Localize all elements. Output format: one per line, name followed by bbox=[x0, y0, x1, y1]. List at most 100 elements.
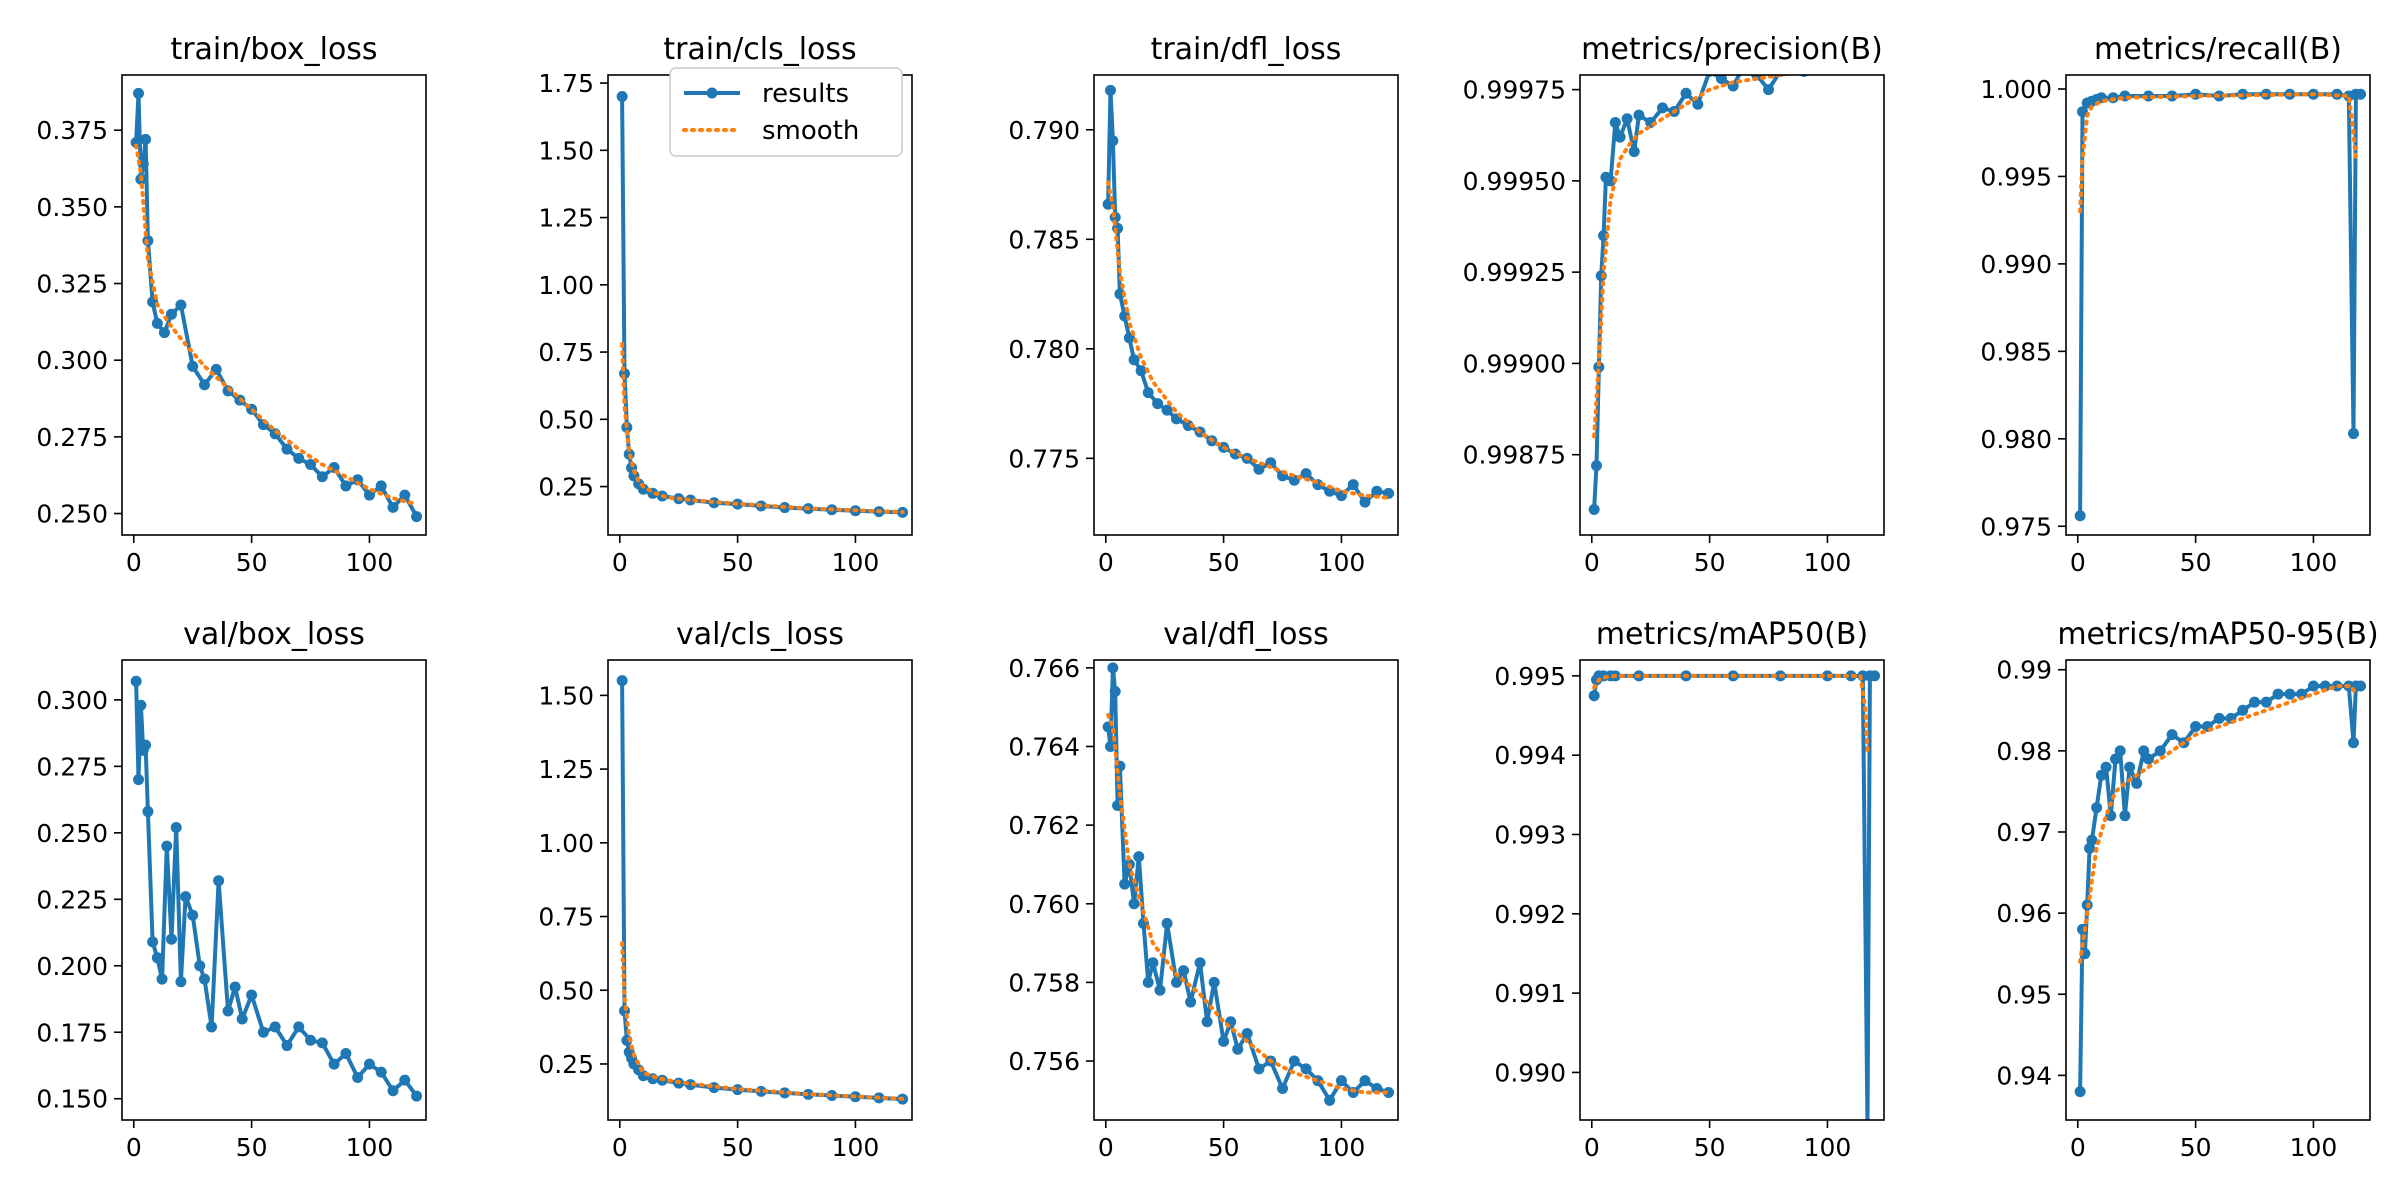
results-point bbox=[2284, 688, 2296, 700]
results-point bbox=[140, 133, 152, 145]
smooth-series-line bbox=[2078, 92, 2358, 214]
results-point bbox=[2237, 704, 2249, 716]
chart-title: metrics/mAP50(B) bbox=[1596, 617, 1868, 652]
y-tick-label: 0.790 bbox=[1008, 116, 1080, 145]
results-point bbox=[340, 480, 352, 492]
y-tick-label: 0.94 bbox=[1996, 1061, 2052, 1090]
x-tick-label: 50 bbox=[1694, 1133, 1726, 1162]
results-point bbox=[1621, 113, 1633, 125]
results-point bbox=[363, 1058, 375, 1070]
smooth-series-line bbox=[2078, 684, 2358, 964]
x-tick-label: 100 bbox=[1804, 1133, 1852, 1162]
chart-title: val/box_loss bbox=[183, 617, 365, 652]
results-point bbox=[1371, 485, 1383, 497]
results-point bbox=[1763, 84, 1775, 96]
results-point bbox=[1588, 690, 1600, 702]
y-tick-label: 0.756 bbox=[1008, 1047, 1080, 1076]
results-point bbox=[1288, 1055, 1300, 1067]
y-tick-label: 0.275 bbox=[36, 423, 108, 452]
results-point bbox=[1107, 135, 1119, 147]
y-tick-label: 1.25 bbox=[538, 755, 594, 784]
results-point bbox=[2131, 777, 2143, 789]
plot-area bbox=[1102, 662, 1395, 1106]
smooth-series-line bbox=[1592, 673, 1870, 754]
results-point bbox=[2190, 721, 2202, 733]
results-point bbox=[140, 739, 152, 751]
x-tick-label: 100 bbox=[2290, 1133, 2338, 1162]
smooth-series-line bbox=[620, 941, 905, 1101]
plot-area bbox=[1588, 670, 1881, 1133]
y-tick-label: 0.760 bbox=[1008, 890, 1080, 919]
results-point bbox=[1161, 404, 1173, 416]
x-tick-label: 0 bbox=[2070, 1133, 2086, 1162]
results-point bbox=[2142, 753, 2154, 765]
y-tick-label: 0.75 bbox=[538, 903, 594, 932]
results-point bbox=[1609, 116, 1621, 128]
axes-frame bbox=[2065, 659, 2371, 1121]
results-point bbox=[1114, 288, 1126, 300]
results-point bbox=[135, 699, 147, 711]
y-tick-label: 0.99875 bbox=[1463, 441, 1566, 470]
x-tick-label: 0 bbox=[1098, 1133, 1114, 1162]
x-tick-label: 50 bbox=[722, 548, 754, 577]
chart-panel: train/dfl_loss 0 50 100 0.775 0.780 0.785 0.790 bbox=[1008, 32, 1399, 577]
results-point bbox=[2109, 753, 2121, 765]
results-point bbox=[2074, 510, 2086, 522]
results-point bbox=[411, 511, 423, 523]
results-point bbox=[411, 1090, 423, 1102]
results-point bbox=[2138, 745, 2150, 757]
results-point bbox=[170, 822, 182, 834]
legend: results smooth bbox=[669, 67, 903, 157]
results-point bbox=[257, 1026, 269, 1038]
results-point bbox=[399, 1074, 411, 1086]
legend-smooth-label: smooth bbox=[762, 116, 859, 146]
plot-area bbox=[616, 91, 909, 518]
smooth-series-line bbox=[1106, 713, 1391, 1095]
legend-results-label: results bbox=[762, 79, 849, 109]
results-point bbox=[132, 774, 144, 786]
results-point bbox=[165, 308, 177, 320]
results-point bbox=[1133, 851, 1145, 863]
results-point bbox=[305, 1034, 317, 1046]
x-tick-label: 0 bbox=[126, 1133, 142, 1162]
results-point bbox=[1277, 1083, 1289, 1095]
results-point bbox=[387, 1085, 399, 1097]
results-point bbox=[2296, 688, 2308, 700]
results-point bbox=[246, 989, 258, 1001]
results-point bbox=[1862, 1122, 1873, 1133]
results-point bbox=[1614, 131, 1626, 143]
chart-title: metrics/recall(B) bbox=[2094, 32, 2342, 67]
results-point bbox=[2124, 761, 2136, 773]
results-point bbox=[187, 360, 199, 372]
y-tick-label: 0.350 bbox=[36, 193, 108, 222]
results-point bbox=[1201, 1016, 1213, 1028]
chart-panel: val/dfl_loss 0 50 100 0.756 0.758 0.760 0.762 0.… bbox=[1008, 617, 1399, 1162]
results-point bbox=[175, 976, 187, 988]
y-tick-label: 0.250 bbox=[36, 500, 108, 529]
results-point bbox=[1253, 463, 1265, 475]
results-point bbox=[165, 933, 177, 945]
results-point bbox=[2355, 680, 2367, 692]
results-point bbox=[198, 973, 210, 985]
y-tick-label: 0.992 bbox=[1494, 900, 1566, 929]
results-point bbox=[1335, 1075, 1347, 1087]
results-point bbox=[1104, 84, 1116, 96]
y-tick-label: 0.275 bbox=[36, 752, 108, 781]
y-tick-label: 0.995 bbox=[1494, 662, 1566, 691]
results-point bbox=[180, 891, 192, 903]
x-tick-label: 100 bbox=[1318, 548, 1366, 577]
results-point bbox=[2213, 712, 2225, 724]
results-point bbox=[375, 480, 387, 492]
y-tick-label: 0.99975 bbox=[1463, 76, 1566, 105]
results-point bbox=[1128, 898, 1140, 910]
y-tick-label: 0.25 bbox=[538, 473, 594, 502]
results-point bbox=[1300, 468, 1312, 480]
y-tick-label: 1.50 bbox=[538, 136, 594, 165]
results-point bbox=[198, 379, 210, 391]
results-point bbox=[1154, 984, 1166, 996]
y-tick-label: 0.300 bbox=[36, 686, 108, 715]
plot-area bbox=[130, 675, 423, 1102]
chart-title: val/dfl_loss bbox=[1163, 617, 1328, 652]
results-point bbox=[175, 299, 187, 311]
